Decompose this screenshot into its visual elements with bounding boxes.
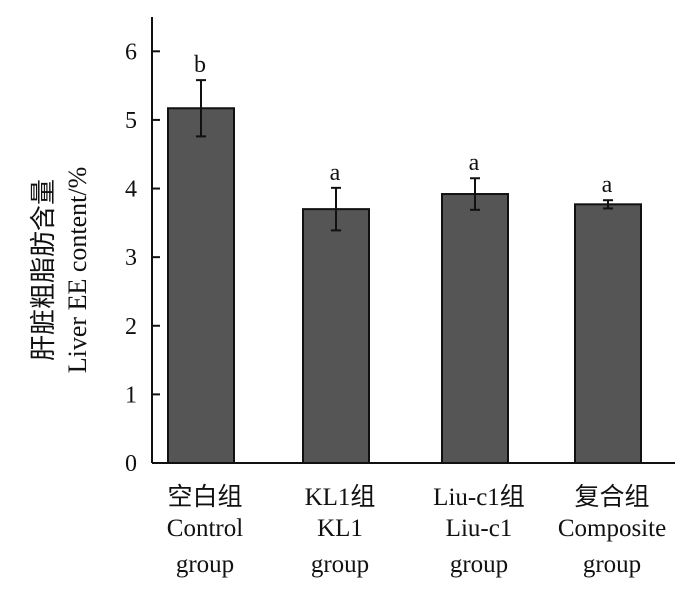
category-label: KL1组 bbox=[305, 483, 376, 511]
y-tick-label: 5 bbox=[125, 108, 137, 134]
category-label: group bbox=[176, 551, 234, 578]
significance-label: b bbox=[194, 52, 206, 78]
category-label: Composite bbox=[558, 515, 666, 542]
significance-label: a bbox=[330, 160, 341, 186]
category-label: 空白组 bbox=[167, 483, 242, 511]
category-label: KL1 bbox=[317, 515, 363, 542]
category-labels-group: 空白组 Control group KL1组 KL1 group Liu-c1组 Liu-c1… bbox=[167, 483, 666, 578]
category-label: Control bbox=[167, 515, 243, 542]
category-label: group bbox=[311, 551, 369, 578]
bar bbox=[302, 208, 370, 464]
bar bbox=[167, 107, 235, 465]
error-bars-group bbox=[196, 79, 613, 232]
y-axis-title: 肝脏粗脂肪含量 Liver EE content/% bbox=[29, 167, 92, 373]
y-tick-label: 4 bbox=[125, 177, 137, 203]
category-label: Liu-c1组 bbox=[433, 483, 525, 511]
y-axis-title-english: Liver EE content/% bbox=[63, 167, 92, 373]
category-label: Liu-c1 bbox=[446, 515, 513, 542]
y-tick-label: 1 bbox=[125, 382, 137, 408]
y-tick-label: 0 bbox=[125, 451, 137, 477]
y-axis-title-chinese: 肝脏粗脂肪含量 bbox=[29, 179, 58, 361]
bar bbox=[574, 203, 642, 464]
y-tick-label: 6 bbox=[125, 39, 137, 65]
bars-group bbox=[167, 107, 642, 465]
axes-group bbox=[151, 17, 675, 464]
category-label: group bbox=[583, 551, 641, 578]
category-label: 复合组 bbox=[574, 483, 649, 511]
significance-label: a bbox=[602, 172, 613, 198]
bar bbox=[441, 193, 509, 465]
category-label: group bbox=[450, 551, 508, 578]
y-tick-label: 2 bbox=[125, 314, 137, 340]
significance-labels-group: b a a a bbox=[194, 52, 613, 198]
y-ticks-group: 0 1 2 3 4 5 6 bbox=[125, 39, 160, 477]
significance-label: a bbox=[469, 150, 480, 176]
y-tick-label: 3 bbox=[125, 245, 137, 271]
